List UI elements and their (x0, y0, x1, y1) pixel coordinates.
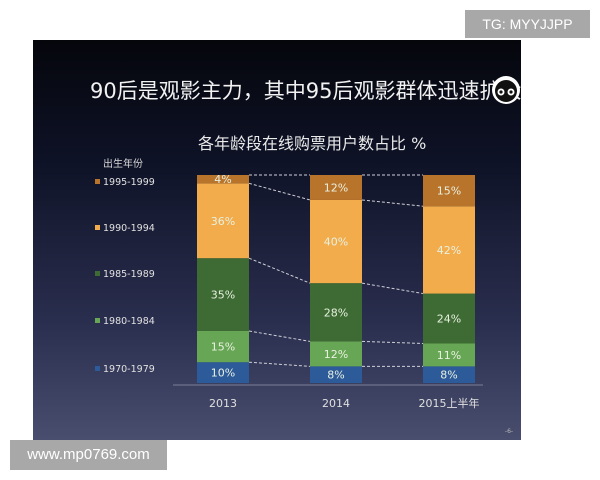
data-label: 12% (324, 181, 348, 194)
data-label: 8% (327, 369, 344, 382)
bar-segment-1995-1999-2015上半年 (423, 175, 475, 207)
x-tick-label: 2013 (209, 397, 237, 410)
data-label: 15% (211, 341, 235, 354)
chart-title: 各年龄段在线购票用户数占比 % (198, 134, 426, 153)
connector-line (361, 282, 424, 295)
connector-lines (248, 174, 424, 367)
stacked-bar-chart: 90后是观影主力，其中95后观影群体迅速扩大 各年龄段在线购票用户数占比 % 出… (90, 76, 521, 435)
connector-line (248, 330, 311, 342)
page-number: -6- (505, 428, 513, 435)
cat-face-logo-icon (492, 76, 520, 104)
legend-item: 1995-1999 (103, 177, 155, 188)
connector-line (248, 182, 311, 201)
slide: 90后是观影主力，其中95后观影群体迅速扩大 各年龄段在线购票用户数占比 % 出… (33, 40, 521, 440)
bar-segment-1970-1979-2013 (197, 362, 249, 383)
bar-segment-1990-1994-2015上半年 (423, 206, 475, 294)
bar-segment-1970-1979-2014 (310, 366, 362, 383)
data-label: 12% (324, 348, 348, 361)
data-label: 15% (437, 185, 461, 198)
data-label: 35% (211, 289, 235, 302)
legend-item: 1970-1979 (103, 364, 155, 375)
connector-line (361, 340, 424, 344)
bars: 10% 15% 35% 36% 4% 8% 12% 28% 40% 12% 8% 11% 24% 42% 1… (197, 173, 475, 383)
legend-swatch (95, 179, 100, 184)
data-label: 8% (440, 369, 457, 382)
connector-line (248, 361, 311, 367)
legend-item: 1985-1989 (103, 269, 155, 280)
data-label: 10% (211, 367, 235, 380)
legend-swatch (95, 366, 100, 371)
bar-segment-1985-1989-2014 (310, 283, 362, 342)
bar-segment-1995-1999-2013 (197, 175, 249, 184)
bar-segment-1980-1984-2015上半年 (423, 343, 475, 367)
bar-segment-1995-1999-2014 (310, 175, 362, 200)
data-label: 40% (324, 236, 348, 249)
legend-swatch (95, 225, 100, 230)
x-tick-label: 2015上半年 (419, 396, 480, 410)
x-tick-label: 2014 (322, 397, 350, 410)
data-label: 4% (214, 173, 231, 186)
x-tick-labels: 2013 2014 2015上半年 (209, 396, 480, 410)
legend-swatch (95, 318, 100, 323)
connector-line (248, 257, 311, 284)
legend-item: 1990-1994 (103, 223, 155, 234)
bar-segment-1990-1994-2013 (197, 183, 249, 259)
watermark-top: TG: MYYJJPP (465, 10, 590, 38)
bar-segment-1970-1979-2015上半年 (423, 366, 475, 383)
data-label: 11% (437, 349, 461, 362)
bar-segment-1985-1989-2013 (197, 258, 249, 331)
data-label: 36% (211, 215, 235, 228)
data-label: 42% (437, 244, 461, 257)
bar-segment-1990-1994-2014 (310, 199, 362, 284)
legend: 1995-1999 1990-1994 1985-1989 1980-1984 1970… (95, 177, 155, 375)
slide-headline: 90后是观影主力，其中95后观影群体迅速扩大 (90, 79, 521, 103)
bar-segment-1980-1984-2014 (310, 341, 362, 367)
bar-segment-1985-1989-2015上半年 (423, 293, 475, 344)
watermark-bottom: www.mp0769.com (10, 440, 167, 470)
data-label: 24% (437, 313, 461, 326)
bar-segment-1980-1984-2013 (197, 331, 249, 363)
legend-swatch (95, 271, 100, 276)
legend-title: 出生年份 (103, 157, 143, 170)
legend-item: 1980-1984 (103, 316, 155, 327)
data-label: 28% (324, 306, 348, 319)
connector-line (361, 199, 424, 207)
